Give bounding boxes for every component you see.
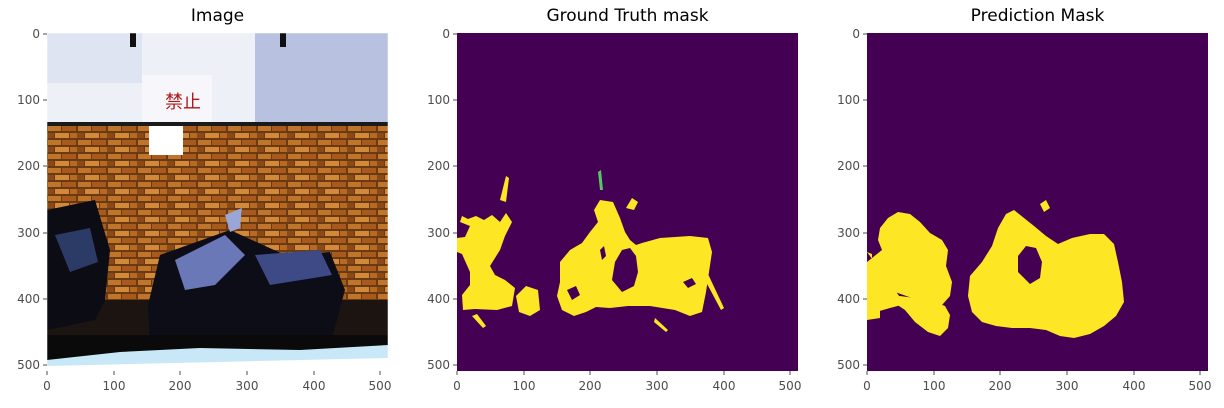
x-tick-label: 100 bbox=[103, 379, 126, 393]
pred-scooter-left bbox=[867, 212, 952, 312]
y-axis-panel-1: 0 100 200 300 400 500 bbox=[17, 27, 47, 372]
gt-scooter-left bbox=[457, 213, 515, 310]
x-tick-label: 300 bbox=[1056, 379, 1079, 393]
y-tick-label: 500 bbox=[17, 358, 40, 372]
panel-title-prediction: Prediction Mask bbox=[970, 6, 1105, 26]
y-tick-label: 500 bbox=[837, 358, 860, 372]
x-tick-label: 0 bbox=[453, 379, 461, 393]
x-tick-label: 200 bbox=[169, 379, 192, 393]
ground-truth-mask bbox=[457, 33, 798, 371]
y-tick-label: 200 bbox=[837, 159, 860, 173]
x-tick-label: 0 bbox=[43, 379, 51, 393]
panel-title-image: Image bbox=[190, 6, 245, 26]
y-tick-label: 100 bbox=[837, 93, 860, 107]
axes-panel-2: 0 100 200 300 400 500 0 100 200 300 400 … bbox=[427, 27, 801, 393]
axes-panel-3: 0 100 200 300 400 500 0 100 200 300 400 … bbox=[837, 27, 1211, 393]
y-tick-label: 300 bbox=[837, 226, 860, 240]
y-tick-label: 100 bbox=[17, 93, 40, 107]
image-panel: 禁止 bbox=[47, 33, 388, 371]
y-tick-label: 200 bbox=[17, 159, 40, 173]
y-tick-label: 400 bbox=[427, 292, 450, 306]
x-tick-label: 0 bbox=[863, 379, 871, 393]
prediction-mask bbox=[867, 33, 1208, 371]
y-tick-label: 500 bbox=[427, 358, 450, 372]
x-tick-label: 300 bbox=[236, 379, 259, 393]
x-tick-label: 300 bbox=[646, 379, 669, 393]
y-tick-label: 300 bbox=[427, 226, 450, 240]
x-tick-label: 400 bbox=[1123, 379, 1146, 393]
y-tick-label: 100 bbox=[427, 93, 450, 107]
x-axis-panel-1: 0 100 200 300 400 500 bbox=[43, 371, 391, 393]
x-tick-label: 400 bbox=[713, 379, 736, 393]
x-tick-label: 500 bbox=[1189, 379, 1212, 393]
y-tick-label: 200 bbox=[427, 159, 450, 173]
sign-text: 禁止 bbox=[165, 92, 201, 113]
x-axis-panel-2: 0 100 200 300 400 500 bbox=[453, 371, 801, 393]
y-tick-label: 0 bbox=[852, 27, 860, 41]
y-axis-panel-2: 0 100 200 300 400 500 bbox=[427, 27, 457, 372]
panel-title-ground-truth: Ground Truth mask bbox=[546, 6, 709, 26]
x-tick-label: 500 bbox=[369, 379, 392, 393]
x-tick-label: 500 bbox=[779, 379, 802, 393]
y-tick-label: 0 bbox=[32, 27, 40, 41]
y-tick-label: 0 bbox=[442, 27, 450, 41]
axes-panel-1: 0 100 200 300 400 500 0 100 200 300 400 … bbox=[17, 27, 391, 393]
x-tick-label: 200 bbox=[579, 379, 602, 393]
y-tick-label: 300 bbox=[17, 226, 40, 240]
pred-scooter-right bbox=[968, 210, 1124, 338]
y-axis-panel-3: 0 100 200 300 400 500 bbox=[837, 27, 867, 372]
x-axis-panel-3: 0 100 200 300 400 500 bbox=[863, 371, 1211, 393]
x-tick-label: 200 bbox=[989, 379, 1012, 393]
x-tick-label: 100 bbox=[513, 379, 536, 393]
y-tick-label: 400 bbox=[17, 292, 40, 306]
y-tick-label: 400 bbox=[837, 292, 860, 306]
x-tick-label: 400 bbox=[303, 379, 326, 393]
x-tick-label: 100 bbox=[923, 379, 946, 393]
